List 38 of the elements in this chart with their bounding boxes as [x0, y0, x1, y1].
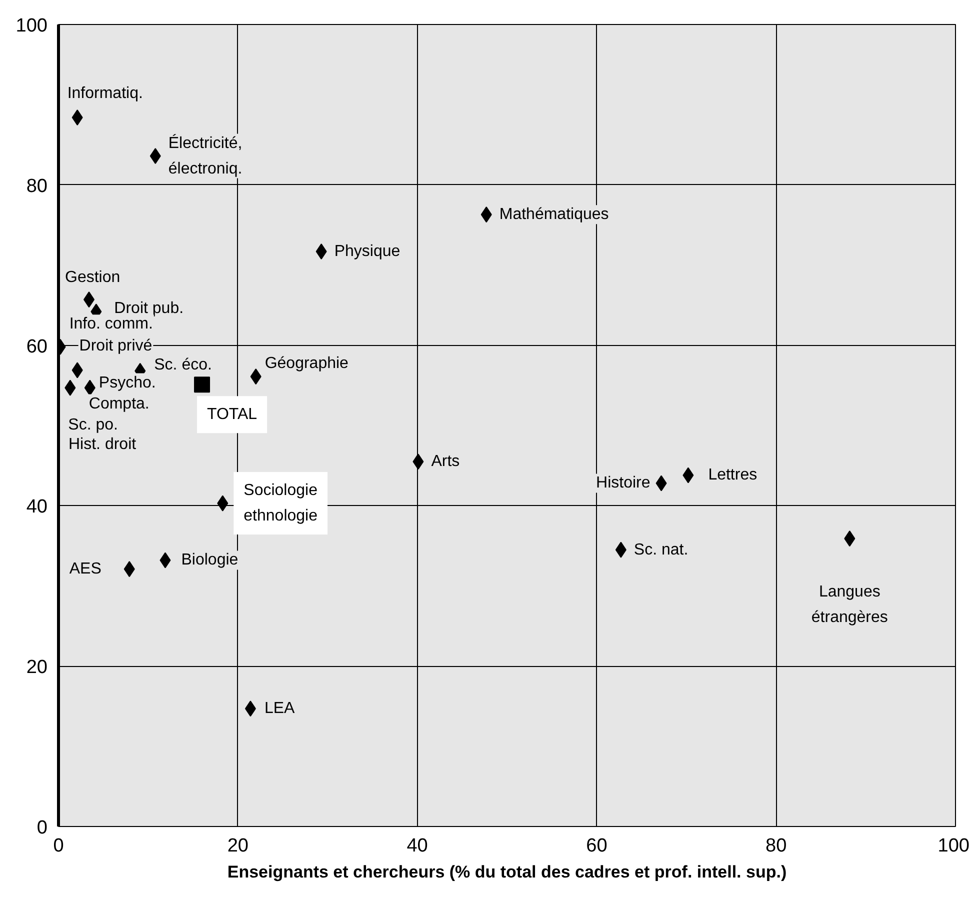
annotation: Arts [431, 453, 460, 470]
annotation: Biologie [181, 552, 238, 569]
annotation: Psycho. [98, 374, 156, 392]
y-tick-label: 80 [26, 176, 48, 197]
annotation: AES [69, 560, 102, 578]
x-tick-label: 80 [766, 836, 787, 856]
annotation: Sociologie ethnologie [244, 482, 318, 525]
annotation: Compta. [88, 395, 150, 412]
annotation: Mathématiques [499, 206, 609, 224]
annotation: Droit pub. [114, 300, 184, 318]
x-tick-label: 60 [586, 836, 608, 856]
point [194, 376, 210, 393]
x-tick-label: 100 [938, 836, 969, 856]
annotation: Droit privé [79, 337, 152, 354]
x-tick-label: 20 [227, 836, 248, 856]
x-tick-label: 40 [406, 836, 428, 856]
annotation: Info. comm. [69, 316, 153, 333]
annotation: Sc. éco. [154, 356, 212, 374]
annotation: Électricité, électroniq. [168, 134, 242, 178]
annotation: Gestion [65, 269, 120, 286]
x-axis-title: Enseignants et chercheurs (% du total des cadres et prof. intell. sup.) [227, 862, 787, 882]
x-tick-label: 0 [53, 836, 64, 856]
y-tick-label: 20 [26, 657, 48, 678]
y-tick-label: 100 [16, 16, 48, 36]
y-tick-label: 40 [26, 496, 48, 518]
y-tick-label: 0 [36, 818, 48, 838]
annotation: LEA [264, 700, 296, 718]
annotation: Sc. nat. [634, 541, 688, 558]
y-tick-label: 60 [26, 336, 48, 358]
annotation: Lettres [708, 466, 758, 484]
annotation: TOTAL [206, 406, 258, 424]
annotation: Langues étrangères [811, 583, 888, 626]
annotation: Sc. po. [68, 416, 118, 434]
annotation: Informatiq. [67, 85, 143, 102]
annotation: Histoire [596, 474, 650, 492]
annotation: Géographie [264, 355, 349, 372]
annotation: Hist. droit [68, 436, 137, 453]
annotation: Physique [334, 242, 400, 260]
